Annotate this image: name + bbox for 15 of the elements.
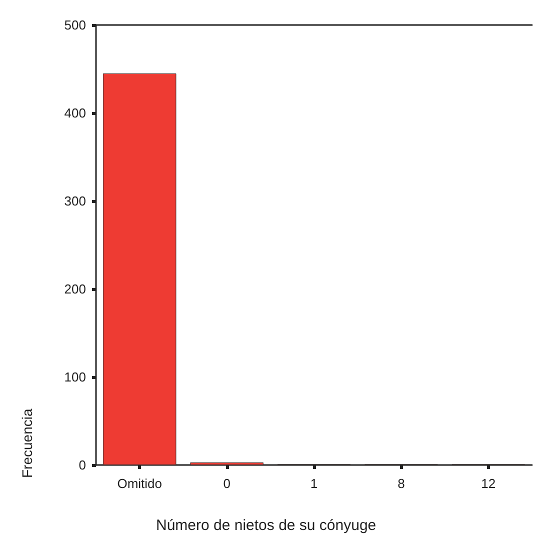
x-tick-label: 8 — [398, 476, 405, 491]
y-tick-label: 300 — [64, 194, 86, 208]
bar — [102, 73, 176, 465]
x-tick-label: 1 — [310, 476, 318, 491]
y-tick-label: 400 — [64, 106, 86, 120]
x-tick-label: 12 — [481, 476, 496, 491]
bar — [190, 462, 264, 465]
x-tick-label: Omitido — [117, 476, 162, 491]
x-axis-title: Número de nietos de su cónyuge — [156, 517, 376, 534]
y-tick-label: 200 — [64, 282, 86, 296]
y-tick-label: 100 — [64, 370, 86, 384]
y-tick-label: 500 — [64, 18, 86, 32]
x-tick-label: 0 — [223, 476, 230, 491]
y-axis-title: Frecuencia — [19, 408, 35, 478]
y-tick-label: 0 — [78, 458, 86, 472]
